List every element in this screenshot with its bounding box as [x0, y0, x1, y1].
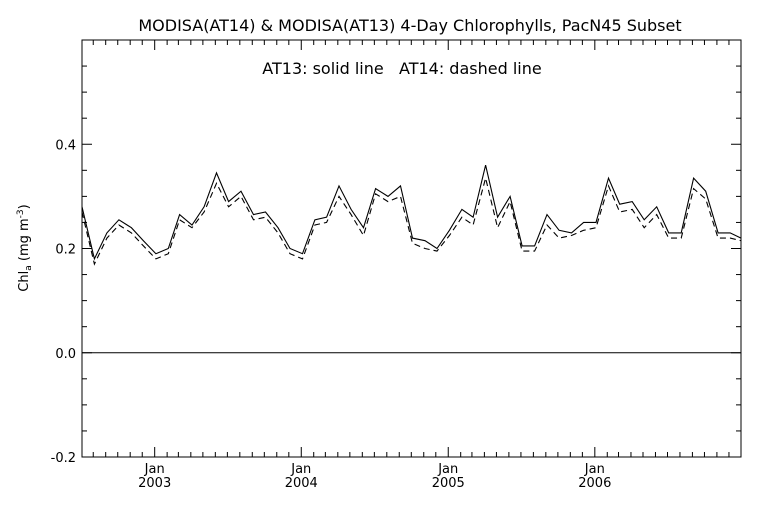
x-tick-label-month: Jan — [290, 462, 311, 477]
y-tick-label: 0.4 — [55, 138, 76, 153]
chart-title: MODISA(AT14) & MODISA(AT13) 4-Day Chloro… — [138, 16, 681, 35]
x-tick-label-year: 2006 — [578, 476, 611, 491]
x-tick-label-month: Jan — [144, 462, 165, 477]
x-tick-label-year: 2004 — [285, 476, 318, 491]
series-line-at14 — [81, 177, 742, 266]
y-axis-label: Chla (mg m-3) — [16, 204, 34, 291]
y-tick-label: 0.0 — [55, 347, 76, 362]
y-axis: -0.2 0.0 0.2 0.4 — [51, 39, 741, 466]
x-tick-label-month: Jan — [437, 462, 458, 477]
x-tick-label-year: 2003 — [138, 476, 171, 491]
series-layer — [81, 164, 742, 266]
y-tick-label: -0.2 — [51, 451, 76, 466]
y-tick-label: 0.2 — [55, 243, 76, 258]
x-tick-label-year: 2005 — [432, 476, 465, 491]
series-annotation: AT13: solid line AT14: dashed line — [262, 59, 541, 78]
series-line-at13 — [81, 164, 742, 261]
plot-frame — [81, 39, 742, 458]
x-tick-label-month: Jan — [584, 462, 605, 477]
